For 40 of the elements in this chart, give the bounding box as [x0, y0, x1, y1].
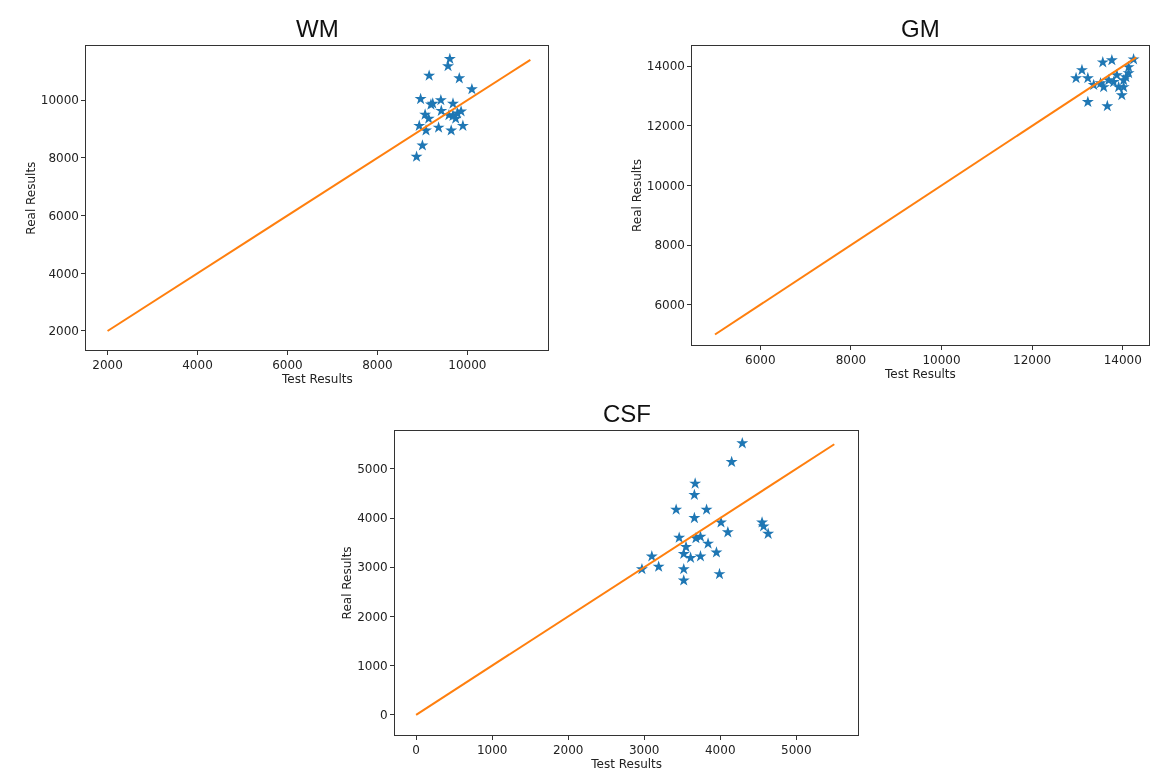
x-tick-label: 12000	[1013, 353, 1052, 368]
y-axis-title: Real Results	[630, 158, 645, 232]
y-tick-label: 3000	[357, 560, 388, 575]
x-tick-label: 10000	[922, 353, 961, 368]
chart-title: WM	[296, 15, 339, 42]
y-tick-label: 5000	[357, 462, 388, 477]
y-tick-label: 8000	[48, 151, 79, 166]
x-tick-label: 14000	[1103, 353, 1142, 368]
y-tick-label: 1000	[357, 658, 388, 673]
x-axis-title: Test Results	[280, 372, 353, 387]
x-tick-label: 1000	[476, 743, 508, 758]
x-tick-label: 4000	[182, 358, 213, 373]
x-tick-label: 3000	[628, 743, 660, 758]
y-axis-title: Real Results	[340, 546, 355, 620]
y-tick-label: 4000	[357, 511, 388, 526]
x-tick-label: 10000	[448, 358, 487, 373]
y-tick-label: 10000	[40, 93, 79, 108]
y-tick-label: 10000	[646, 178, 685, 193]
y-axis-title: Real Results	[24, 161, 39, 235]
y-tick-label: 0	[380, 707, 388, 722]
x-tick-label: 2000	[552, 743, 584, 758]
x-tick-label: 6000	[272, 358, 303, 373]
y-tick-label: 12000	[646, 119, 685, 134]
x-axis-title: Test Results	[884, 367, 956, 382]
y-tick-label: 2000	[48, 324, 79, 339]
x-tick-label: 0	[412, 743, 420, 758]
x-tick-label: 6000	[745, 353, 776, 368]
chart-title: GM	[901, 15, 940, 42]
y-tick-label: 6000	[654, 297, 685, 312]
y-tick-label: 6000	[48, 208, 79, 223]
y-tick-label: 4000	[48, 266, 79, 281]
x-tick-label: 8000	[835, 353, 867, 368]
chart-title: CSF	[603, 400, 651, 427]
y-tick-label: 2000	[357, 609, 388, 624]
x-tick-label: 5000	[781, 743, 812, 758]
y-tick-label: 14000	[646, 59, 685, 74]
x-tick-label: 2000	[92, 358, 123, 373]
x-tick-label: 4000	[704, 743, 736, 758]
y-tick-label: 8000	[654, 238, 685, 253]
x-axis-title: Test Results	[590, 757, 663, 771]
